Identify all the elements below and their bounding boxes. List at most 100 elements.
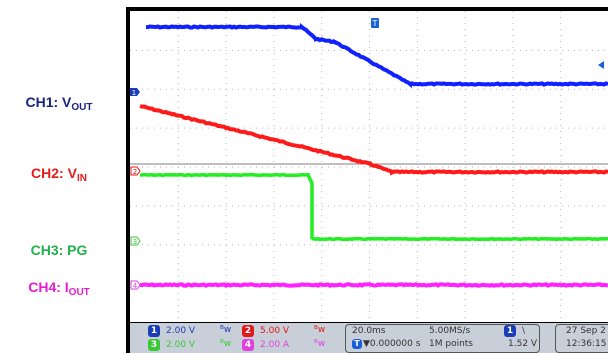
grid-dot [268,127,269,129]
grid-dot [178,205,179,207]
grid-dot [598,244,599,246]
grid-dot [478,166,479,168]
grid-dot [512,29,514,30]
grid-dot [562,166,563,168]
grid-dot [454,127,455,129]
grid-dot [556,244,557,246]
grid-dot [225,101,227,102]
ch4-marker[interactable]: 4 [130,280,141,290]
grid-dot [464,197,466,198]
grid-dot [369,185,370,186]
grid-dot [334,127,335,129]
grid-dot [273,257,275,258]
grid-dot [464,65,466,66]
grid-dot [598,205,599,207]
grid-dot [292,127,293,129]
grid-dot [512,17,514,18]
grid-dot [376,88,377,90]
grid-dot [562,127,563,129]
grid-dot [512,101,514,102]
grid-dot [464,263,466,264]
grid-dot [472,49,473,51]
trigger-source[interactable]: 1 \ [504,325,525,337]
grid-dot [273,203,275,204]
status-bar: 1 2.00 V ᴮw 2 5.00 V ᴮw 3 2.00 V ᴮw 4 2.00 A… [130,323,608,353]
ch3-scale-readout[interactable]: 3 2.00 V [148,339,195,351]
grid-dot [416,203,418,204]
grid-dot [512,179,514,180]
grid-dot [274,88,275,90]
grid-dot [184,244,185,246]
grid-dot [568,88,569,90]
grid-dot [580,166,581,168]
trigger-level-marker[interactable] [598,61,604,69]
grid-dot [586,88,587,90]
grid-dot [369,41,370,42]
grid-dot [430,127,431,129]
ch2-scale-readout[interactable]: 2 5.00 V [242,325,289,337]
time-readout: 12:36:15 [566,339,607,349]
grid-dot [225,305,227,306]
grid-dot [464,185,466,186]
ch4-scale-readout[interactable]: 4 2.00 A [242,339,289,351]
ch2-scale: 5.00 V [260,326,290,336]
grid-dot [400,127,401,129]
ch3-marker[interactable]: 3 [130,236,141,246]
grid-dot [280,88,281,90]
ch4-bw-icon: ᴮw [314,339,326,349]
grid-dot [225,125,227,126]
grid-dot [604,49,605,51]
grid-dot [322,49,323,51]
grid-dot [416,71,418,72]
grid-dot [273,311,275,312]
grid-dot [550,166,551,168]
grid-dot [544,205,545,207]
grid-dot [177,311,179,312]
grid-dot [556,166,557,168]
grid-dot [484,127,485,129]
grid-dot [416,65,418,66]
grid-dot [560,299,562,300]
grid-dot [502,127,503,129]
grid-dot [352,244,353,246]
ch2-marker[interactable]: 2 [130,166,141,176]
grid-dot [464,137,466,138]
grid-dot [560,17,562,18]
trigger-position-marker[interactable]: T [371,18,379,28]
grid-dot [560,245,562,246]
grid-dot [560,143,562,144]
grid-dot [424,49,425,51]
grid-dot [177,305,179,306]
grid-dot [544,166,545,168]
grid-dot [532,88,533,90]
grid-dot [560,125,562,126]
grid-dot [273,113,275,114]
grid-dot [177,161,179,162]
grid-dot [442,49,443,51]
grid-dot [512,119,514,120]
grid-dot [225,149,227,150]
grid-dot [369,287,370,288]
grid-dot [172,127,173,129]
graticule [130,11,605,318]
grid-dot [321,173,323,174]
grid-dot [466,49,467,51]
grid-dot [232,244,233,246]
grid-dot [369,101,370,102]
grid-dot [225,65,227,66]
grid-dot [538,49,539,51]
grid-dot [512,125,514,126]
grid-dot [604,88,605,90]
grid-dot [464,179,466,180]
grid-dot [454,205,455,207]
grid-dot [526,166,527,168]
grid-dot [208,127,209,129]
grid-dot [340,166,341,168]
grid-dot [178,244,179,246]
ch1-marker[interactable]: 1 [130,88,140,97]
grid-dot [225,59,227,60]
grid-dot [416,161,418,162]
ch1-scale-readout[interactable]: 1 2.00 V [148,325,195,337]
grid-dot [298,244,299,246]
grid-dot [526,88,527,90]
